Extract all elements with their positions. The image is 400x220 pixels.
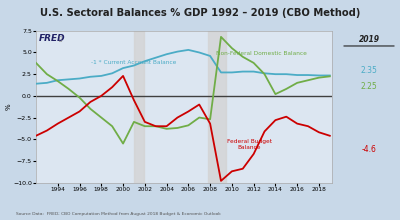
Text: 2.25: 2.25	[361, 82, 377, 92]
Y-axis label: %: %	[6, 103, 12, 110]
Bar	[134, 31, 144, 183]
Text: 2019: 2019	[358, 35, 380, 44]
Text: 2.35: 2.35	[360, 66, 378, 75]
Text: -1 * Current Account Balance: -1 * Current Account Balance	[91, 60, 176, 65]
Text: U.S. Sectoral Balances % GDP 1992 – 2019 (CBO Method): U.S. Sectoral Balances % GDP 1992 – 2019…	[40, 8, 360, 18]
Text: 📈: 📈	[58, 37, 62, 42]
Text: FRED: FRED	[39, 34, 66, 43]
Text: Source Data:  FRED; CBO Computation Method from August 2018 Budget & Economic Ou: Source Data: FRED; CBO Computation Metho…	[16, 212, 221, 216]
Text: -4.6: -4.6	[362, 145, 376, 154]
Text: Federal Budget
Balance: Federal Budget Balance	[227, 139, 272, 150]
Bar	[208, 31, 226, 183]
Text: Non-Federal Domestic Balance: Non-Federal Domestic Balance	[216, 51, 306, 56]
